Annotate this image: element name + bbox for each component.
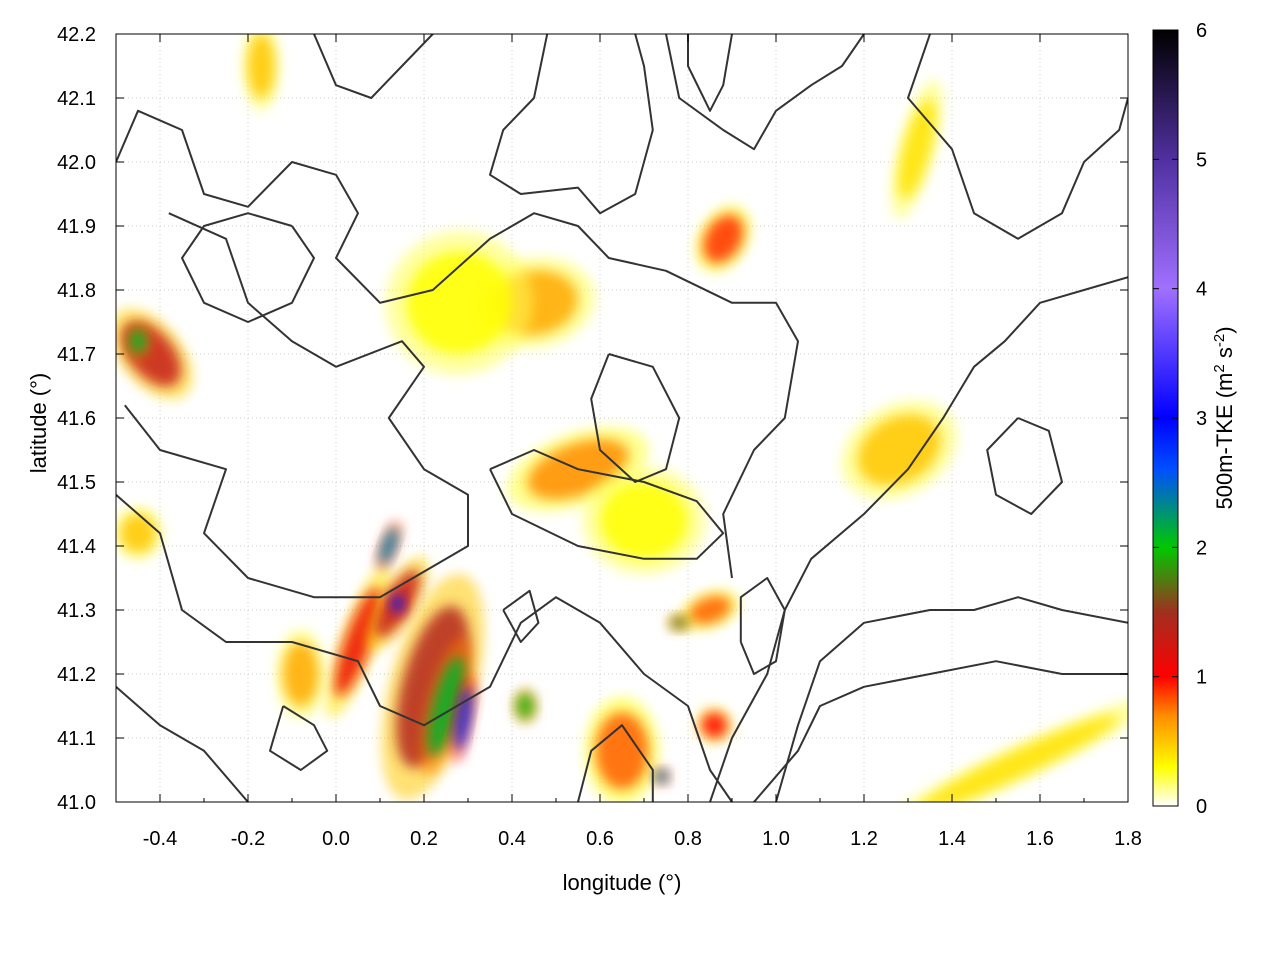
tke-patch: [878, 696, 1128, 802]
terrain-contour: [116, 686, 249, 802]
tke-patch: [420, 636, 472, 776]
terrain-contour: [313, 34, 434, 99]
terrain-contour: [590, 353, 681, 483]
y-tick-label: 41.3: [57, 600, 96, 622]
terrain-contour: [577, 724, 654, 802]
tke-patch: [891, 79, 943, 219]
colorbar-title: 500m-TKE (m2 s-2): [1211, 326, 1237, 509]
colorbar-ticks: 0 1 2 3 4 5 6: [1153, 20, 1207, 818]
tke-patch: [276, 629, 326, 719]
tke-patch: [695, 205, 752, 273]
x-tick-label: 0.2: [410, 828, 438, 850]
y-tick-label: 41.7: [57, 344, 96, 366]
y-tick-label: 41.8: [57, 280, 96, 302]
colorbar-tick-label: 4: [1196, 279, 1207, 301]
terrain-contour: [907, 34, 1128, 240]
y-tick-label: 41.0: [57, 792, 96, 814]
y-tick-label: 41.4: [57, 536, 96, 558]
x-axis-ticks: -0.4 -0.2 0.0 0.2 0.4 0.6 0.8 1.0 1.2 1.4 1.6 1.8: [115, 34, 1142, 850]
terrain-contour: [709, 276, 1128, 802]
x-tick-label: 1.2: [850, 828, 878, 850]
colorbar-title-mid: s: [1212, 347, 1237, 364]
terrain-contour: [687, 34, 733, 112]
terrain-contour: [181, 212, 315, 323]
terrain-contour: [986, 417, 1063, 515]
colorbar-tick-label: 5: [1196, 149, 1207, 171]
x-tick-label: -0.4: [143, 828, 177, 850]
y-tick-label: 42.1: [57, 88, 96, 110]
colorbar-tick-label: 0: [1196, 796, 1207, 818]
x-tick-label: 0.8: [674, 828, 702, 850]
terrain-contour: [665, 34, 865, 151]
y-tick-label: 42.2: [57, 24, 96, 46]
colorbar-tick-label: 6: [1196, 20, 1207, 42]
y-axis-title: latitude (°): [26, 373, 51, 474]
terrain-contour: [753, 660, 1128, 802]
x-tick-label: 0.0: [322, 828, 350, 850]
tke-patch: [116, 506, 163, 561]
tke-patch: [841, 400, 958, 500]
colorbar-tick-label: 2: [1196, 537, 1207, 559]
terrain-contour: [775, 596, 1128, 802]
x-tick-label: 0.4: [498, 828, 526, 850]
tke-patch: [582, 466, 706, 575]
tke-patch: [125, 323, 151, 360]
x-tick-label: 1.4: [938, 828, 966, 850]
terrain-contour: [116, 494, 733, 802]
terrain-contour: [269, 705, 329, 771]
tke-patch: [512, 688, 538, 724]
y-tick-label: 41.5: [57, 472, 96, 494]
x-tick-label: 1.6: [1026, 828, 1054, 850]
tke-patch: [666, 613, 692, 632]
grid: [116, 33, 1129, 803]
x-tick-label: -0.2: [231, 828, 265, 850]
x-tick-label: 0.6: [586, 828, 614, 850]
terrain-contour: [489, 34, 654, 215]
terrain-contour: [489, 449, 725, 560]
colorbar-tick-label: 3: [1196, 408, 1207, 430]
terrain-contour: [116, 109, 799, 579]
y-tick-label: 41.2: [57, 664, 96, 686]
tke-patch: [385, 230, 533, 375]
x-axis-title: longitude (°): [563, 870, 682, 895]
tke-patch: [242, 34, 280, 111]
y-tick-label: 41.9: [57, 216, 96, 238]
tke-patch: [652, 767, 671, 786]
y-tick-label: 41.6: [57, 408, 96, 430]
y-tick-label: 42.0: [57, 152, 96, 174]
terrain-contour: [124, 212, 469, 599]
tke-patch: [451, 674, 476, 763]
colorbar-title-sup2: -2: [1211, 334, 1228, 347]
colorbar-title-main: 500m-TKE (m: [1212, 373, 1237, 510]
tke-patch: [696, 707, 733, 744]
tke-patch: [680, 590, 740, 630]
x-tick-label: 1.0: [762, 828, 790, 850]
tke-patch: [325, 565, 391, 719]
terrain-contour: [739, 577, 786, 675]
y-tick-label: 41.1: [57, 728, 96, 750]
tke-patch: [388, 590, 407, 618]
tke-patch: [585, 697, 659, 802]
tke-patch: [376, 520, 402, 572]
colorbar-title-sup1: 2: [1211, 364, 1228, 372]
x-tick-label: 1.8: [1114, 828, 1142, 850]
terrain-contour-layer: [116, 34, 1128, 802]
terrain-contour: [502, 589, 540, 643]
y-axis-ticks: 41.0 41.1 41.2 41.3 41.4 41.5 41.6 41.7 41.8 41.9…: [57, 24, 1128, 814]
colorbar-tick-label: 1: [1196, 667, 1207, 689]
colorbar-title-end: ): [1212, 326, 1237, 333]
